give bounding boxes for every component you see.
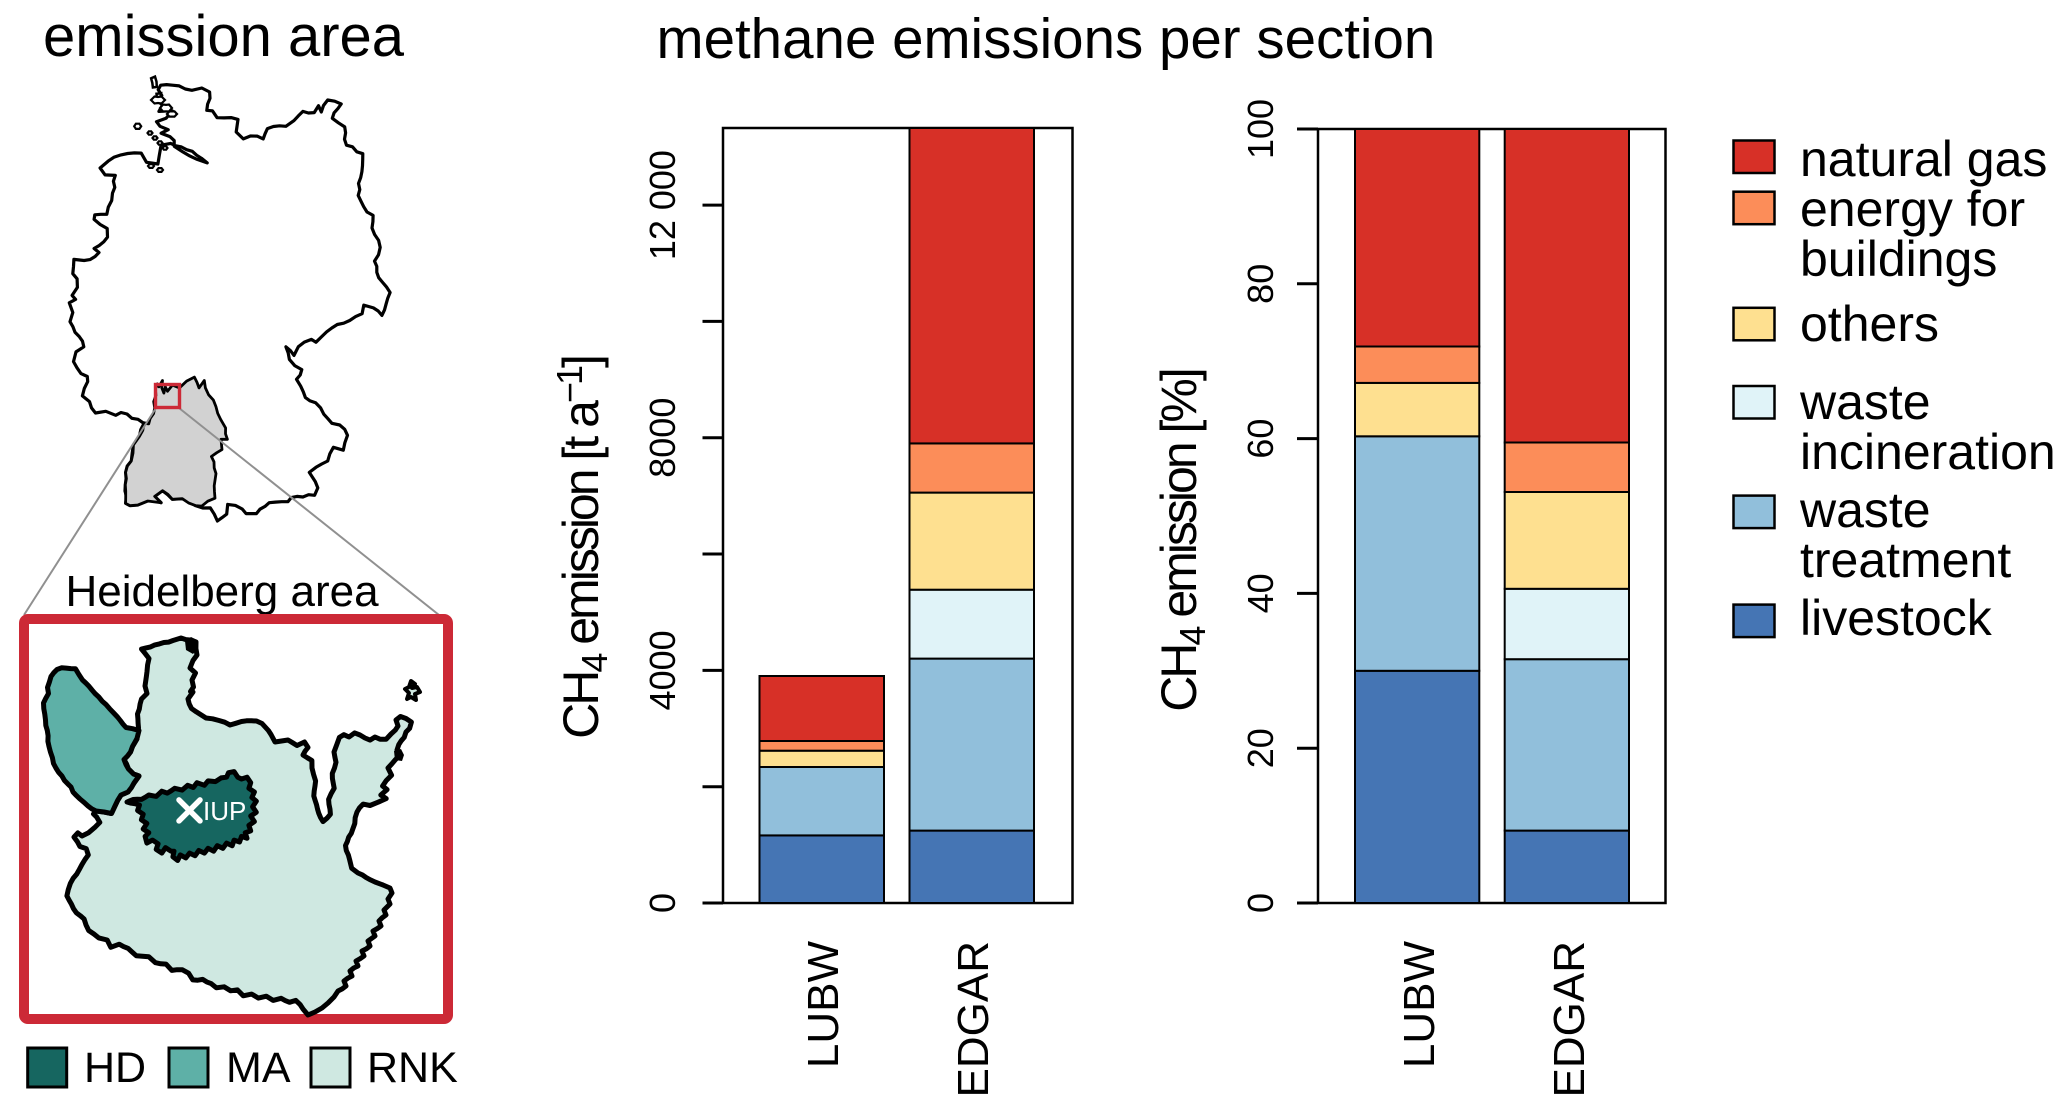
svg-text:4000: 4000 [642,630,683,710]
svg-text:IUP: IUP [203,796,246,826]
svg-text:MA: MA [226,1044,291,1092]
svg-text:8000: 8000 [642,398,683,478]
svg-text:waste: waste [1799,374,1931,430]
svg-text:natural gas: natural gas [1800,131,2047,187]
svg-text:emission area: emission area [43,4,405,69]
svg-text:EDGAR: EDGAR [949,941,998,1097]
svg-text:LUBW: LUBW [799,941,848,1069]
svg-text:HD: HD [84,1044,146,1092]
svg-text:methane emissions per section: methane emissions per section [657,7,1436,70]
svg-text:LUBW: LUBW [1395,941,1444,1069]
svg-text:60: 60 [1240,419,1281,459]
svg-text:treatment: treatment [1800,532,2011,588]
svg-text:CH4 emission [%]: CH4 emission [%] [1151,370,1213,712]
svg-text:CH4 emission [t a−1]: CH4 emission [t a−1] [549,357,615,739]
svg-text:80: 80 [1240,264,1281,304]
svg-text:20: 20 [1240,728,1281,768]
svg-text:12 000: 12 000 [642,150,683,260]
svg-text:livestock: livestock [1800,590,1993,646]
svg-text:RNK: RNK [367,1044,458,1092]
svg-text:0: 0 [1240,893,1281,913]
svg-text:waste: waste [1799,482,1931,538]
svg-text:incineration: incineration [1800,424,2056,480]
svg-text:Heidelberg area: Heidelberg area [65,567,379,616]
svg-text:40: 40 [1240,573,1281,613]
svg-text:0: 0 [642,893,683,913]
svg-text:100: 100 [1240,99,1281,159]
svg-text:EDGAR: EDGAR [1545,941,1594,1097]
svg-text:buildings: buildings [1800,231,1997,287]
svg-text:others: others [1800,296,1939,352]
svg-text:energy for: energy for [1800,181,2025,237]
